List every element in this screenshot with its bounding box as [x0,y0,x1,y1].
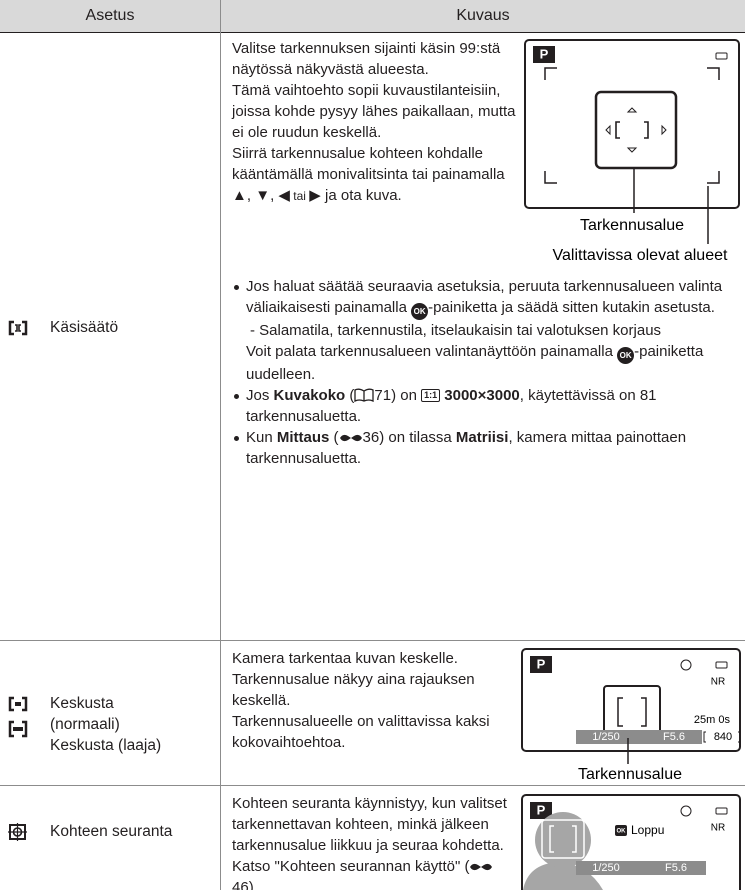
setting-name: Keskusta (normaali) [50,695,120,733]
menu-name: Kuvakoko [273,387,346,404]
mode-label: P [537,656,546,671]
setting-name: Keskusta (laaja) [50,737,162,754]
menu-value: Matriisi [455,429,509,446]
text: Jos haluat säätää seuraavia asetuksia, p… [246,278,723,316]
page-ref: 36 [362,429,380,446]
text: ). [248,879,258,890]
sentence: Kamera tarkentaa kuvan keskelle. [232,650,458,667]
sentence: Tarkennusalue näkyy aina rajauksen keske… [232,671,475,709]
text: ( [329,429,339,446]
mode-label: P [540,46,549,61]
header-cell: Kuvaus [456,7,510,24]
camera-figure: P NR 25m 0s 1/250 F5.6 840 Tarkennusalue [521,648,741,783]
arrow: ▶ [309,187,321,204]
setting-icon [8,696,28,738]
camera-figure: P Tarkennusalue Valittavissa olevat alue… [524,39,740,264]
sentence: Tarkennusalueelle on valittavissa kaksi … [232,713,490,751]
link-icon [470,863,493,871]
sentence: Valitse tarkennuksen sijainti käsin 99:s… [232,40,501,78]
sentence: Tämä vaihtoehto sopii kuvaustilanteisiin… [232,82,516,141]
bullet: Jos Kuvakoko (71) on 1:1 3000×3000, käyt… [232,385,737,427]
text: , kamera mittaa painottaen tarkennusalue… [246,429,687,467]
figure-caption: Valittavissa olevat alueet [553,247,728,264]
arrow: ◀ [278,187,290,204]
camera-figure: P NR OK Loppu 1/250 F5.6 [521,794,741,890]
arrow: ▲ [232,187,247,204]
bullet: Kun Mittaus (36) on tilassa Matriisi, ka… [232,427,737,469]
column-rule [220,0,221,890]
remaining-time: 25m 0s [694,714,731,726]
setting-icon [8,320,28,336]
follow-up: Voit palata tarkennusalueen valintanäytt… [246,341,737,385]
header-cell: Asetus [85,7,135,24]
setting-name: Käsisäätö [50,319,119,336]
nr-label: NR [711,823,725,834]
text: -painiketta uudelleen. [246,343,704,383]
text: Jos [246,387,274,404]
ok-icon: OK [617,829,627,835]
bullet: Jos haluat säätää seuraavia asetuksia, p… [232,276,737,385]
setting-name: Kohteen seuranta [50,823,173,840]
book-icon [354,388,375,403]
figure-caption: Tarkennusalue [580,217,684,234]
text: Siirrä tarkennusalue kohteen kohdalle kä… [232,145,505,183]
text: Kohteen seuranta käynnistyy, kun valitse… [232,795,507,875]
text: -painiketta ja säädä sitten kutakin aset… [428,299,715,316]
ratio-icon: 1:1 [421,389,441,402]
setting-icon [8,823,27,841]
nr-label: NR [711,677,725,688]
text: , käytettävissä on 81 tarkennusaluetta. [246,387,657,425]
text: ( [345,387,355,404]
shutter-label: 1/250 [592,731,620,743]
instruction: Siirrä tarkennusalue kohteen kohdalle kä… [232,143,522,207]
description: Valitse tarkennuksen sijainti käsin 99:s… [232,38,522,207]
text: ) on [391,387,422,404]
shots-label: 840 [714,731,732,743]
menu-name: Mittaus [276,429,330,446]
row-rule [0,785,745,786]
text: tai [289,189,310,203]
figure-caption: Tarkennusalue [578,766,682,783]
text: , [270,187,279,204]
bullet-list: Jos haluat säätää seuraavia asetuksia, p… [232,276,737,469]
ok-icon: OK [617,347,635,364]
end-label: Loppu [631,823,664,837]
text: ja ota kuva. [320,187,402,204]
arrow: ▼ [255,187,271,204]
aperture-label: F5.6 [665,862,687,874]
text: Voit palata tarkennusalueen valintanäytt… [246,343,618,360]
header-background [0,0,745,32]
description: Kamera tarkentaa kuvan keskelle. Tarkenn… [232,648,507,753]
link-icon [339,434,362,442]
sub-item: - Salamatila, tarkennustila, itselaukais… [250,322,662,339]
shutter-label: 1/250 [592,862,620,874]
mode-label: P [537,802,546,817]
ok-icon: OK [411,303,429,320]
header-rule [0,32,745,33]
text: , [246,187,256,204]
aperture-label: F5.6 [663,731,685,743]
page-ref: 46 [232,879,249,890]
text: Kun [246,429,277,446]
page-ref: 71 [374,387,392,404]
size-value: 3000×3000 [440,387,520,404]
text: ) on tilassa [379,429,456,446]
description: Kohteen seuranta käynnistyy, kun valitse… [232,793,517,890]
row-rule [0,640,745,641]
